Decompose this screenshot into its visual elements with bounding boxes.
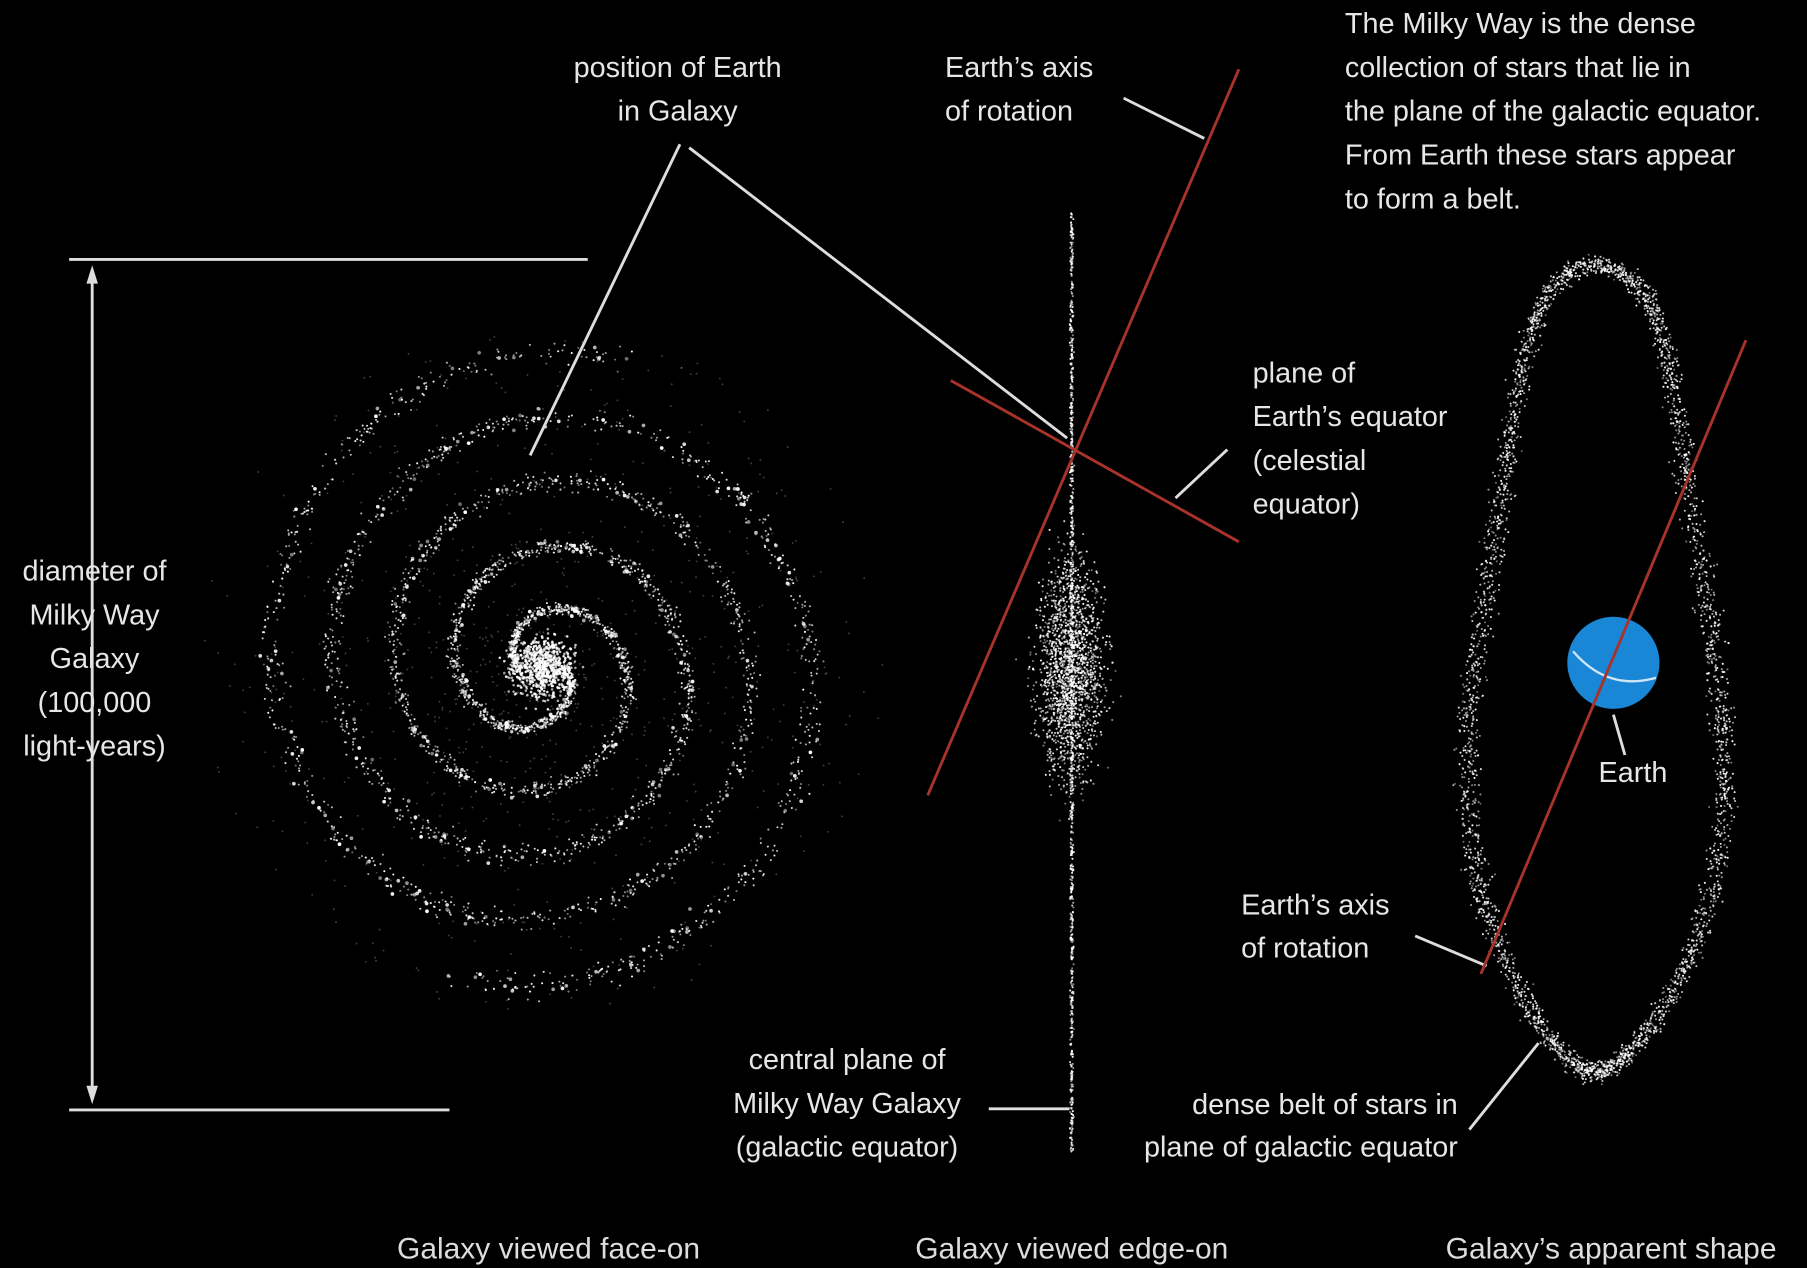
caption: Galaxy viewed edge-on xyxy=(915,1232,1228,1265)
label-line: Galaxy xyxy=(50,643,140,675)
earth xyxy=(1567,617,1659,709)
label-line: to form a belt. xyxy=(1345,183,1521,215)
label-line: central plane of xyxy=(749,1044,947,1076)
label-line: (100,000 xyxy=(38,687,152,719)
label-line: From Earth these stars appear xyxy=(1345,140,1736,172)
label-line: (celestial xyxy=(1253,445,1367,477)
label-line: of rotation xyxy=(945,96,1073,128)
label-line: of rotation xyxy=(1241,932,1369,964)
diagram: position of Earth in Galaxy Earth’s axis of… xyxy=(0,0,1807,1268)
label-line: position of Earth xyxy=(574,52,782,84)
label-line: Milky Way xyxy=(29,599,160,631)
label-line: Earth’s equator xyxy=(1253,401,1448,433)
label-line: diameter of xyxy=(22,556,167,588)
label-line: (galactic equator) xyxy=(736,1132,959,1164)
earth-label: Earth xyxy=(1599,757,1668,789)
label-line: Milky Way Galaxy xyxy=(733,1088,961,1120)
label-line: plane of galactic equator xyxy=(1144,1132,1458,1164)
label-line: The Milky Way is the dense xyxy=(1345,8,1696,40)
label-line: in Galaxy xyxy=(618,96,739,128)
label-line: equator) xyxy=(1253,489,1360,521)
label-line: light-years) xyxy=(23,731,165,763)
background xyxy=(0,0,1807,1268)
label-line: Earth’s axis xyxy=(1241,890,1389,922)
label-line: collection of stars that lie in xyxy=(1345,52,1691,84)
label-line: plane of xyxy=(1253,357,1356,389)
label-line: Earth’s axis xyxy=(945,52,1093,84)
caption: Galaxy viewed face-on xyxy=(397,1232,700,1265)
label-line: dense belt of stars in xyxy=(1192,1089,1458,1121)
label-line: the plane of the galactic equator. xyxy=(1345,96,1761,128)
caption: Galaxy’s apparent shape xyxy=(1446,1232,1777,1265)
